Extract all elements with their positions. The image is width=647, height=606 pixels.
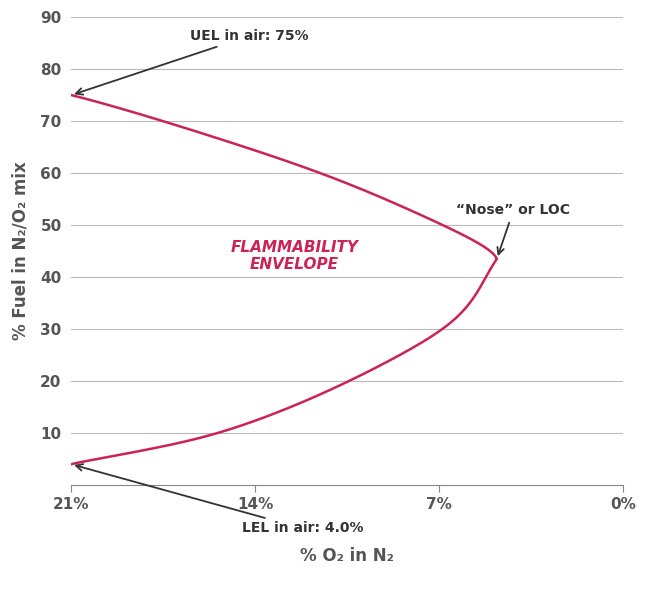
Text: LEL in air: 4.0%: LEL in air: 4.0% bbox=[76, 464, 364, 536]
Y-axis label: % Fuel in N₂/O₂ mix: % Fuel in N₂/O₂ mix bbox=[11, 162, 29, 341]
X-axis label: % O₂ in N₂: % O₂ in N₂ bbox=[300, 547, 394, 565]
Text: UEL in air: 75%: UEL in air: 75% bbox=[76, 29, 308, 95]
Text: FLAMMABILITY
ENVELOPE: FLAMMABILITY ENVELOPE bbox=[231, 240, 358, 273]
Text: “Nose” or LOC: “Nose” or LOC bbox=[456, 203, 571, 255]
